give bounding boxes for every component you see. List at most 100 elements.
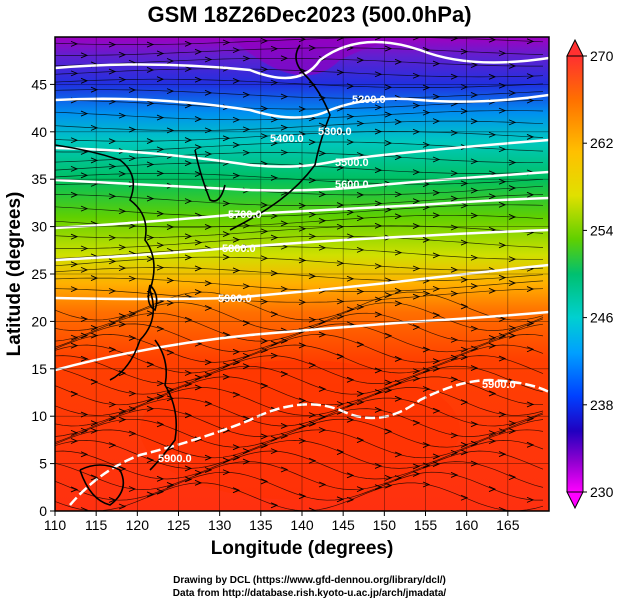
streamline-arrow [356,215,365,222]
streamline-arrow [80,172,89,179]
streamline-arrow [498,451,507,458]
streamline-arrow [488,73,497,80]
streamline-arrow [450,37,459,42]
streamline-arrow [412,375,421,382]
streamline-arrow [508,420,517,427]
streamline-arrow [280,149,289,156]
contour-label: 5900.0 [158,453,192,465]
streamline-arrow [394,119,403,125]
streamline-arrow [232,267,241,274]
streamline-arrow [184,198,193,205]
streamline-arrow [194,479,203,486]
streamline-arrow [450,290,459,297]
streamline-arrow [242,352,251,359]
contour-label: 5900.0 [218,293,252,305]
streamline-arrow [128,430,137,437]
streamline-arrow [526,441,535,448]
streamline-arrow [526,73,535,80]
height-contours [55,40,549,506]
streamline-arrow [156,76,165,83]
streamline-arrow [498,146,507,153]
streamline-arrow [432,189,441,196]
streamline-arrow [270,45,279,52]
credits: Drawing by DCL (https://www.gfd-dennou.o… [0,574,619,600]
streamline-arrow [232,487,241,494]
streamline-arrow [156,421,165,428]
y-tick-label: 15 [31,361,47,377]
contour-label: 5600.0 [335,179,369,191]
streamline-arrow [508,90,517,96]
streamline-arrow [412,368,421,375]
streamline-arrow [90,332,99,339]
streamline-arrow [70,486,79,493]
streamline-arrow [118,313,127,319]
coastline-philippines [149,339,178,471]
streamline-arrow [146,491,155,498]
streamline-arrow [194,374,203,381]
streamline-arrow [156,50,165,57]
streamline-arrow [526,191,535,198]
streamline-arrow [204,359,213,366]
streamline-arrow [260,442,269,449]
streamline-arrow [356,95,365,102]
streamline-arrow [270,270,279,277]
colorbar-tick-label: 254 [590,222,614,238]
streamline-arrow [432,60,441,67]
streamline-arrow [450,129,459,136]
streamline-arrow [374,296,383,303]
streamline-arrow [488,37,497,43]
streamline-arrow [470,118,479,125]
coastlines [55,44,331,506]
streamline-arrow [146,161,155,168]
streamline-arrow [498,201,507,208]
streamline-arrow [346,275,355,282]
streamline-arrow [108,442,117,449]
streamline-arrow [488,342,497,349]
streamline-arrow [422,109,431,116]
streamline-arrow [128,310,137,317]
streamline-arrow [394,451,403,458]
streamline-arrow [194,76,203,83]
streamline-arrow [118,265,127,272]
y-tick-label: 5 [39,456,47,472]
streamline-arrow [384,206,393,213]
coastline-taiwan [147,284,158,312]
streamline-arrow [422,181,431,188]
streamline-arrow [384,428,393,435]
streamline-arrow [222,373,231,380]
streamline-arrow [432,453,441,460]
streamline-arrow [460,48,469,55]
streamline-arrow [70,334,79,341]
streamline-arrow [356,120,365,127]
streamline [55,461,544,490]
streamline-arrow [374,389,383,395]
streamline-arrow [194,265,203,272]
streamline-arrow [90,124,99,131]
streamline-arrow [308,420,317,427]
streamline-arrow [242,149,251,156]
streamline-arrow [128,223,137,229]
streamline-arrow [356,288,365,295]
streamline-arrow [384,474,393,481]
streamline-arrow [204,151,213,157]
streamline [55,110,544,121]
streamline-arrow [356,246,365,253]
streamline-arrow [108,68,117,75]
y-tick-label: 10 [31,408,47,424]
streamline-arrow [242,222,251,229]
streamline [55,397,544,427]
y-tick-label: 35 [31,171,47,187]
streamline-arrow [146,195,155,202]
streamline-arrow [280,124,289,131]
streamline-arrow [156,264,165,271]
streamline-arrow [374,200,383,207]
streamline-arrow [460,441,469,448]
x-axis-ticks: 110 115 120 125 130 135 140 145 150 155 160 165 [44,511,520,533]
contour-label: 5700.0 [228,209,262,221]
colorbar-tick-label: 262 [590,135,614,151]
colorbar-bottom-arrow [566,491,584,510]
streamline-arrow [80,77,89,84]
streamline-arrow [260,382,269,389]
streamline [55,225,544,239]
streamline-arrow [184,160,193,167]
